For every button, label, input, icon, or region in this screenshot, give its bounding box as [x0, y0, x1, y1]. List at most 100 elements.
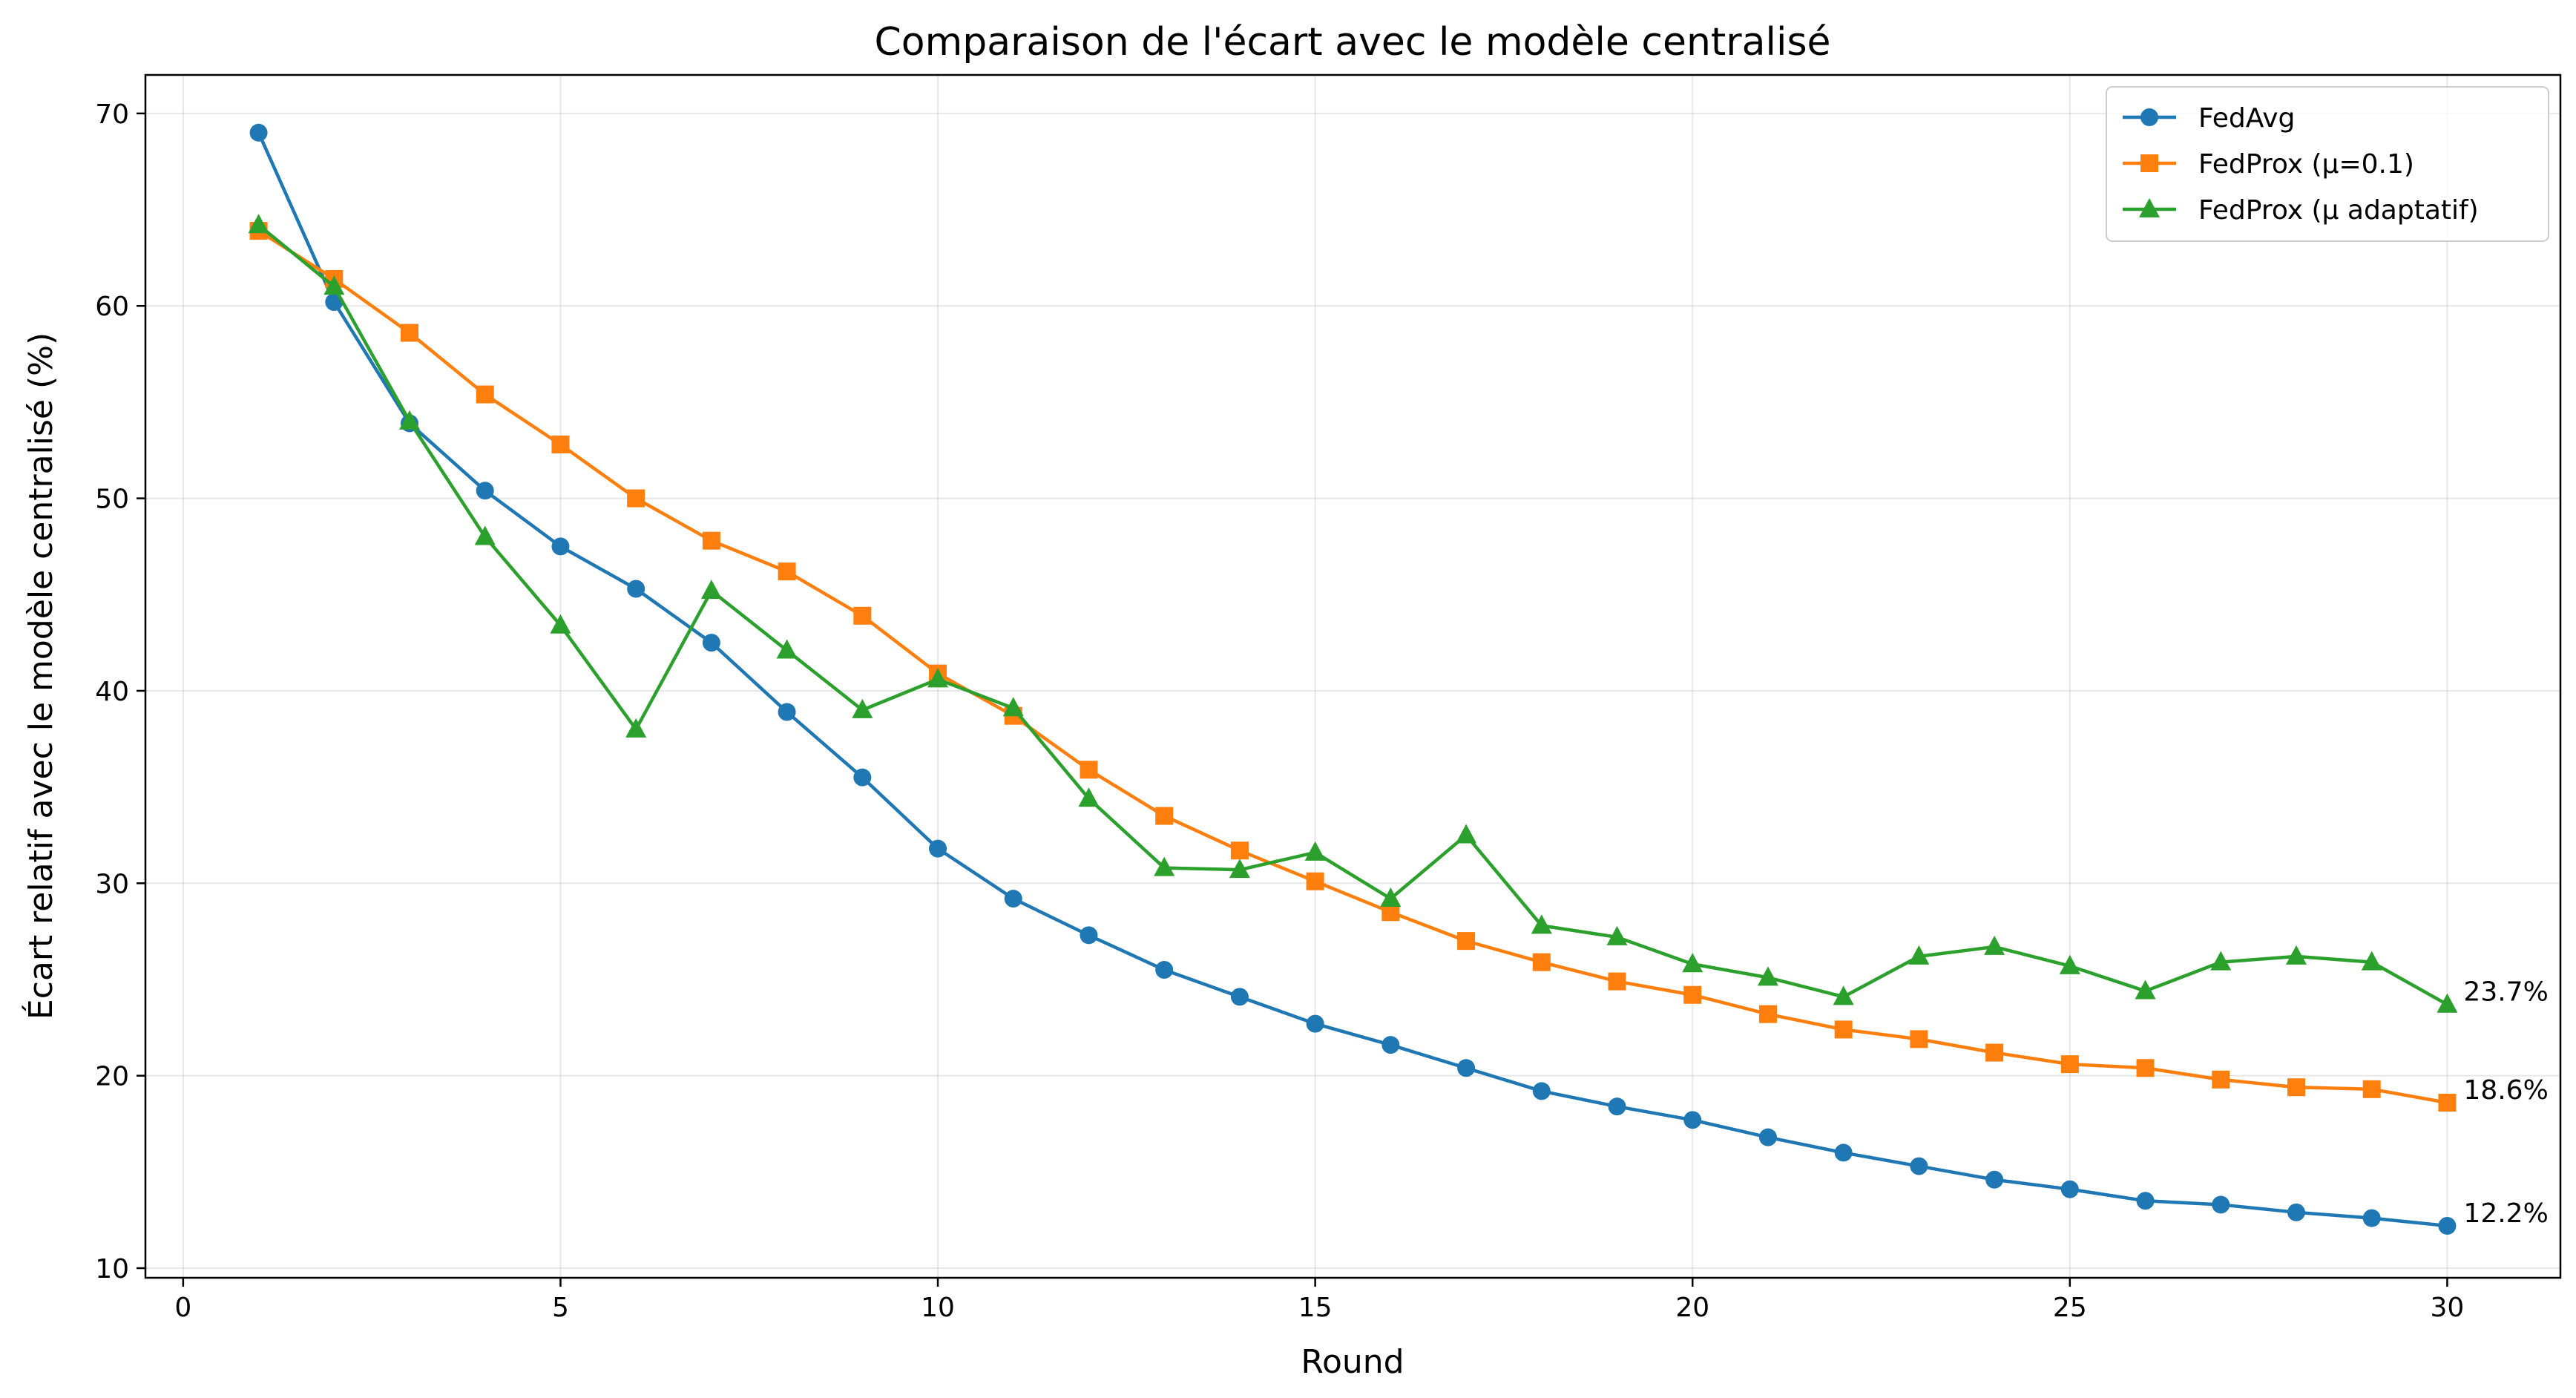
data-point: [2437, 993, 2458, 1013]
data-point: [1683, 1111, 1702, 1129]
data-point: [2287, 1203, 2305, 1221]
y-tick-label: 70: [95, 99, 129, 130]
data-point: [1306, 1014, 1324, 1033]
series-line: [257, 131, 2448, 1228]
data-point: [1683, 985, 1702, 1004]
data-point: [853, 768, 872, 787]
legend-marker: [2139, 198, 2160, 217]
series-2: [248, 214, 2458, 1013]
data-point: [2361, 951, 2382, 971]
data-point: [476, 482, 494, 500]
data-point: [1380, 887, 1402, 908]
series-group: [248, 123, 2458, 1235]
data-point: [2212, 1195, 2230, 1214]
data-point: [2135, 979, 2156, 1000]
legend-box: [2106, 86, 2549, 242]
data-point: [1908, 945, 1930, 965]
data-point: [2136, 1059, 2155, 1077]
data-point: [1758, 1128, 1777, 1146]
data-point: [1230, 988, 1249, 1006]
y-tick-label: 30: [95, 869, 129, 899]
x-tick-label: 30: [2431, 1293, 2465, 1323]
data-point: [852, 698, 873, 718]
data-point: [1758, 1005, 1777, 1023]
end-value-label: 18.6%: [2463, 1075, 2548, 1106]
plot-frame: [144, 73, 2562, 1279]
data-point: [1080, 926, 1098, 945]
data-point: [1381, 1036, 1400, 1054]
data-point: [702, 634, 720, 652]
legend: FedAvg FedProx (μ=0.1) FedProx (μ adaptati…: [2106, 86, 2549, 242]
data-point: [401, 324, 419, 342]
data-point: [248, 214, 269, 234]
data-point: [2362, 1080, 2381, 1098]
data-point: [625, 718, 647, 738]
data-point: [1757, 966, 1778, 986]
data-point: [776, 639, 798, 659]
x-axis-label: Round: [1301, 1343, 1404, 1381]
data-point: [2287, 1078, 2305, 1097]
data-point: [1608, 1097, 1626, 1116]
data-point: [1080, 761, 1098, 779]
x-axis-ticks: 0 5 10 15 20 25 30: [174, 1278, 2464, 1323]
y-tick-label: 50: [95, 485, 129, 515]
chart-title: Comparaison de l'écart avec le modèle ce…: [874, 20, 1830, 65]
grid: [145, 75, 2560, 1278]
y-axis-ticks: 10 20 30 40 50 60 70: [95, 99, 145, 1284]
data-point: [927, 668, 949, 688]
data-point: [1985, 1170, 2004, 1189]
data-point: [1155, 961, 1174, 979]
x-tick-label: 20: [1675, 1293, 1709, 1323]
data-point: [551, 435, 570, 453]
data-point: [1606, 925, 1628, 945]
legend-label: FedProx (μ=0.1): [2198, 149, 2414, 180]
data-point: [929, 839, 947, 858]
data-point: [1984, 935, 2005, 955]
data-point: [2285, 945, 2307, 965]
legend-item: FedProx (μ=0.1): [2123, 149, 2414, 180]
data-point: [778, 562, 796, 581]
data-point: [1834, 1020, 1853, 1039]
data-point: [1306, 872, 1324, 890]
end-value-label: 12.2%: [2463, 1198, 2548, 1229]
data-point: [702, 531, 720, 550]
data-point: [778, 703, 796, 721]
data-point: [1155, 807, 1174, 825]
data-point: [1457, 1059, 1476, 1077]
data-point: [700, 580, 722, 600]
data-point: [399, 410, 421, 430]
data-point: [1833, 985, 1854, 1005]
legend-marker: [2140, 108, 2158, 126]
data-point: [1682, 953, 1703, 973]
data-point: [2438, 1216, 2457, 1235]
series-1: [249, 222, 2457, 1112]
end-value-label: 23.7%: [2463, 977, 2548, 1008]
x-tick-label: 5: [552, 1293, 569, 1323]
data-point: [550, 614, 571, 634]
series-line: [257, 223, 2448, 1006]
data-point: [627, 489, 645, 508]
data-point: [1985, 1043, 2004, 1062]
data-point: [2060, 1055, 2079, 1074]
legend-marker: [2140, 154, 2158, 172]
legend-label: FedAvg: [2198, 103, 2295, 134]
data-point: [1532, 1082, 1551, 1100]
data-point: [1910, 1030, 1928, 1048]
y-axis-label: Écart relatif avec le modèle centralisé …: [21, 332, 60, 1020]
data-point: [1834, 1143, 1853, 1162]
y-tick-label: 40: [95, 677, 129, 707]
data-point: [1910, 1157, 1928, 1175]
series-0: [249, 123, 2457, 1235]
data-point: [2210, 951, 2232, 971]
data-point: [1531, 914, 1552, 934]
legend-item: FedProx (μ adaptatif): [2123, 195, 2479, 226]
data-point: [2438, 1093, 2457, 1112]
data-point: [1456, 824, 1477, 844]
y-tick-label: 60: [95, 292, 129, 322]
data-point: [1004, 890, 1022, 908]
data-point: [1078, 787, 1100, 807]
data-point: [1230, 841, 1249, 860]
data-point: [2362, 1209, 2381, 1227]
